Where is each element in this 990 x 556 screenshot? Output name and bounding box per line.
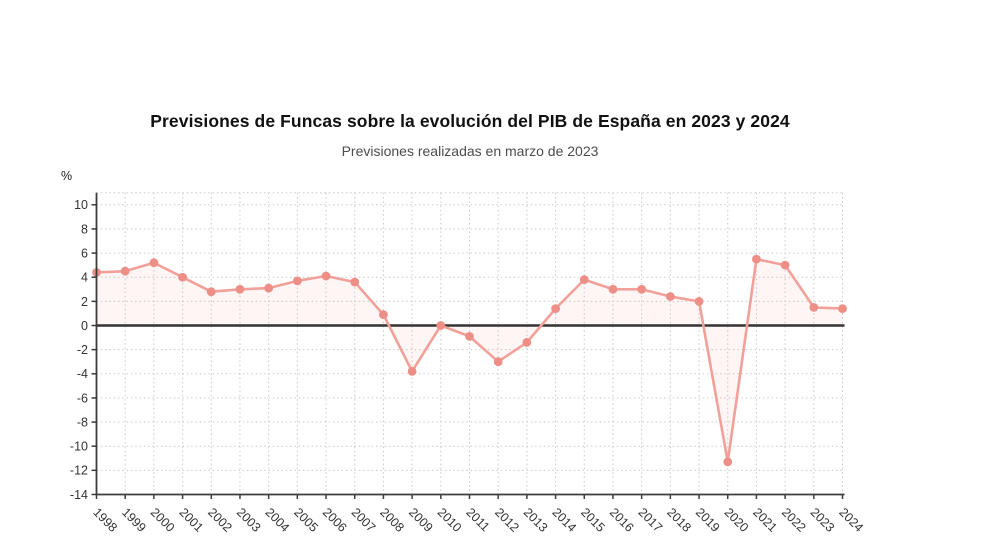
x-tick-label: 2010 xyxy=(435,505,465,535)
x-tick-label: 2012 xyxy=(492,505,522,535)
x-tick-label: 2021 xyxy=(750,505,780,535)
data-point[interactable] xyxy=(579,275,589,285)
data-point[interactable] xyxy=(838,304,847,314)
data-point[interactable] xyxy=(665,292,675,301)
x-tick-label: 2016 xyxy=(607,505,637,535)
data-point[interactable] xyxy=(178,272,187,282)
x-tick-label: 2023 xyxy=(808,505,838,535)
data-point[interactable] xyxy=(608,284,618,294)
x-tick-label: 2004 xyxy=(263,505,293,535)
data-point[interactable] xyxy=(752,254,761,264)
x-tick-label: 2020 xyxy=(722,505,752,535)
data-point[interactable] xyxy=(292,276,302,286)
y-tick-label: 10 xyxy=(74,198,88,212)
y-tick-label: 8 xyxy=(81,222,88,236)
x-tick-label: 2006 xyxy=(320,505,350,535)
x-tick-label: 2017 xyxy=(636,505,666,535)
y-axis-unit-label: % xyxy=(61,169,73,183)
x-tick-label: 2014 xyxy=(549,505,579,535)
x-tick-label: 1998 xyxy=(90,505,120,535)
data-point[interactable] xyxy=(493,357,503,367)
y-tick-label: -6 xyxy=(77,391,88,405)
data-point[interactable] xyxy=(149,258,159,268)
data-point[interactable] xyxy=(723,457,733,467)
x-tick-label: 1999 xyxy=(119,505,149,535)
x-tick-label: 2024 xyxy=(836,505,866,535)
data-point[interactable] xyxy=(321,271,331,281)
y-tick-label: -10 xyxy=(70,440,88,454)
x-tick-label: 2005 xyxy=(291,505,321,535)
data-point[interactable] xyxy=(809,302,819,312)
y-tick-label: -12 xyxy=(70,464,88,478)
y-tick-label: 0 xyxy=(81,319,88,333)
data-point[interactable] xyxy=(436,321,446,330)
x-tick-label: 2015 xyxy=(578,505,608,535)
x-tick-label: 2003 xyxy=(234,505,264,535)
data-point[interactable] xyxy=(637,284,647,294)
data-point[interactable] xyxy=(379,310,388,320)
x-tick-label: 2000 xyxy=(148,505,178,535)
area-fill xyxy=(96,259,843,462)
data-point[interactable] xyxy=(120,266,130,276)
x-tick-label: 2013 xyxy=(521,505,551,535)
data-point[interactable] xyxy=(551,304,560,314)
data-point[interactable] xyxy=(522,337,532,347)
y-tick-label: -14 xyxy=(70,488,88,502)
y-tick-label: 4 xyxy=(81,271,88,285)
y-tick-label: 6 xyxy=(81,246,88,260)
y-tick-label: -4 xyxy=(77,367,88,381)
x-tick-label: 2001 xyxy=(176,505,206,535)
chart-subtitle: Previsiones realizadas en marzo de 2023 xyxy=(341,143,599,159)
y-tick-label: 2 xyxy=(81,295,88,309)
data-point[interactable] xyxy=(407,366,417,376)
x-tick-label: 2007 xyxy=(349,505,379,535)
x-tick-label: 2022 xyxy=(779,505,809,535)
data-point[interactable] xyxy=(694,296,704,306)
x-tick-label: 2018 xyxy=(664,505,694,535)
chart-title: Previsiones de Funcas sobre la evolución… xyxy=(150,111,790,131)
x-tick-label: 2008 xyxy=(377,505,407,535)
x-tick-label: 2009 xyxy=(406,505,436,535)
data-point[interactable] xyxy=(350,277,360,287)
x-tick-label: 2002 xyxy=(205,505,235,535)
y-tick-label: -2 xyxy=(77,343,88,357)
data-point[interactable] xyxy=(264,283,274,293)
data-point[interactable] xyxy=(465,331,474,341)
data-point[interactable] xyxy=(780,260,790,270)
x-tick-label: 2011 xyxy=(463,505,492,534)
data-point[interactable] xyxy=(235,284,245,294)
data-point[interactable] xyxy=(206,287,216,297)
y-tick-label: -8 xyxy=(77,415,88,429)
x-tick-label: 2019 xyxy=(693,505,723,535)
